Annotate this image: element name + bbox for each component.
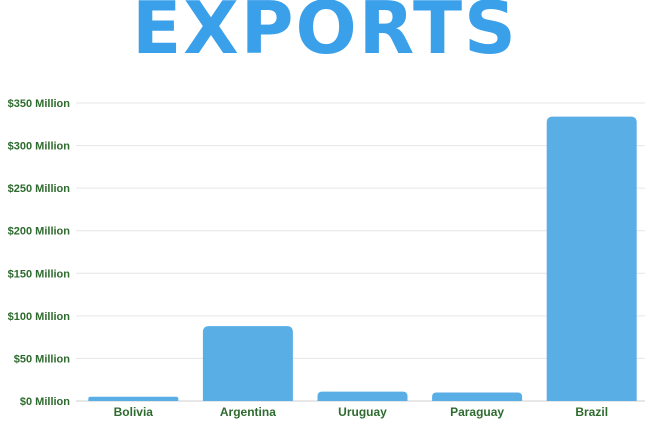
chart-title: EXPORTS — [132, 0, 518, 70]
bar-bolivia — [88, 396, 179, 401]
y-tick-label: $350 Million — [8, 98, 71, 110]
y-tick-label: $0 Million — [20, 396, 70, 408]
bar-uruguay — [317, 391, 408, 401]
bar-paraguay — [432, 392, 523, 401]
y-tick-label: $200 Million — [8, 226, 71, 238]
x-category-label: Paraguay — [450, 405, 504, 419]
x-category-label: Argentina — [220, 405, 276, 419]
x-category-label: Brazil — [575, 405, 608, 419]
y-tick-label: $100 Million — [8, 311, 71, 323]
x-category-label: Bolivia — [114, 405, 154, 419]
y-tick-label: $300 Million — [8, 141, 71, 153]
y-tick-label: $150 Million — [8, 268, 71, 280]
bar-argentina — [202, 326, 293, 401]
bar-brazil — [546, 116, 637, 401]
y-tick-label: $250 Million — [8, 183, 71, 195]
x-category-label: Uruguay — [338, 405, 387, 419]
y-tick-label: $50 Million — [14, 353, 71, 365]
